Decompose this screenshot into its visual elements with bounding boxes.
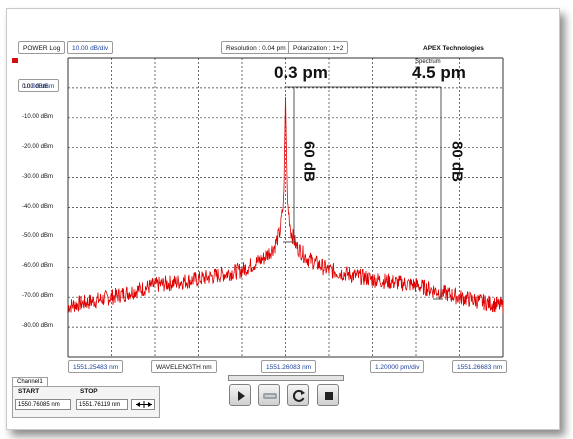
stop-input[interactable]: 1551.76119 nm <box>76 399 128 410</box>
bandwidth-narrow-label: 0.3 pm <box>274 63 328 82</box>
y-tick-label: -10.00 dBm <box>22 113 54 120</box>
y-tick-label: -70.00 dBm <box>22 293 54 300</box>
y-tick-label: -50.00 dBm <box>22 233 54 240</box>
y-tick-label: -80.00 dBm <box>22 323 54 330</box>
y-tick-label: -20.00 dBm <box>22 143 54 150</box>
application-frame <box>6 8 560 430</box>
plot-grid <box>67 57 504 358</box>
span-div-field[interactable]: 1.20000 pm/div <box>370 360 425 373</box>
marker-indicator <box>12 58 18 63</box>
span-arrows-icon <box>136 401 152 408</box>
span-arrows-button[interactable] <box>131 399 155 410</box>
end-wavelength-field[interactable]: 1551.26683 nm <box>452 360 508 373</box>
measurement-markers <box>283 86 443 300</box>
y-tick-label: -40.00 dBm <box>22 203 54 210</box>
wavelength-axis-label: WAVELENGTH nm <box>151 360 217 373</box>
stop-button[interactable] <box>317 384 339 406</box>
channel-tab[interactable]: Channel1 <box>12 377 48 387</box>
div-value-field[interactable]: 10.00 dB/div <box>67 41 114 54</box>
depth-wide-label: 80 dB <box>448 141 466 182</box>
repeat-button[interactable] <box>287 384 309 406</box>
auto-button[interactable] <box>258 384 280 406</box>
spectrum-trace <box>67 96 504 314</box>
play-icon <box>238 391 245 401</box>
depth-narrow-label: 60 dB <box>300 141 318 182</box>
start-label: START <box>18 388 40 395</box>
center-wavelength-field[interactable]: 1551.26083 nm <box>261 360 317 373</box>
y-tick-label: 0.00 dBm <box>22 83 48 90</box>
spectrum-title: Spectrum <box>415 59 441 65</box>
bandwidth-wide-label: 4.5 pm <box>412 63 466 82</box>
power-scale-button[interactable]: POWER Log <box>18 41 66 54</box>
stop-label: STOP <box>80 388 98 395</box>
single-sweep-button[interactable] <box>229 384 251 406</box>
repeat-icon <box>292 389 305 402</box>
auto-icon <box>263 393 277 399</box>
horizontal-scrollbar[interactable] <box>228 375 344 381</box>
y-tick-label: -30.00 dBm <box>22 173 54 180</box>
stop-icon <box>325 392 333 400</box>
polarization-button[interactable]: Polarization : 1+2 <box>288 41 349 54</box>
brand-label: APEX Technologies <box>423 45 484 52</box>
y-tick-label: -60.00 dBm <box>22 263 54 270</box>
ref-level-field[interactable]: 10.00 dBm <box>18 79 60 92</box>
start-input[interactable]: 1550.76085 nm <box>15 399 71 410</box>
start-wavelength-field[interactable]: 1551.25483 nm <box>68 360 124 373</box>
